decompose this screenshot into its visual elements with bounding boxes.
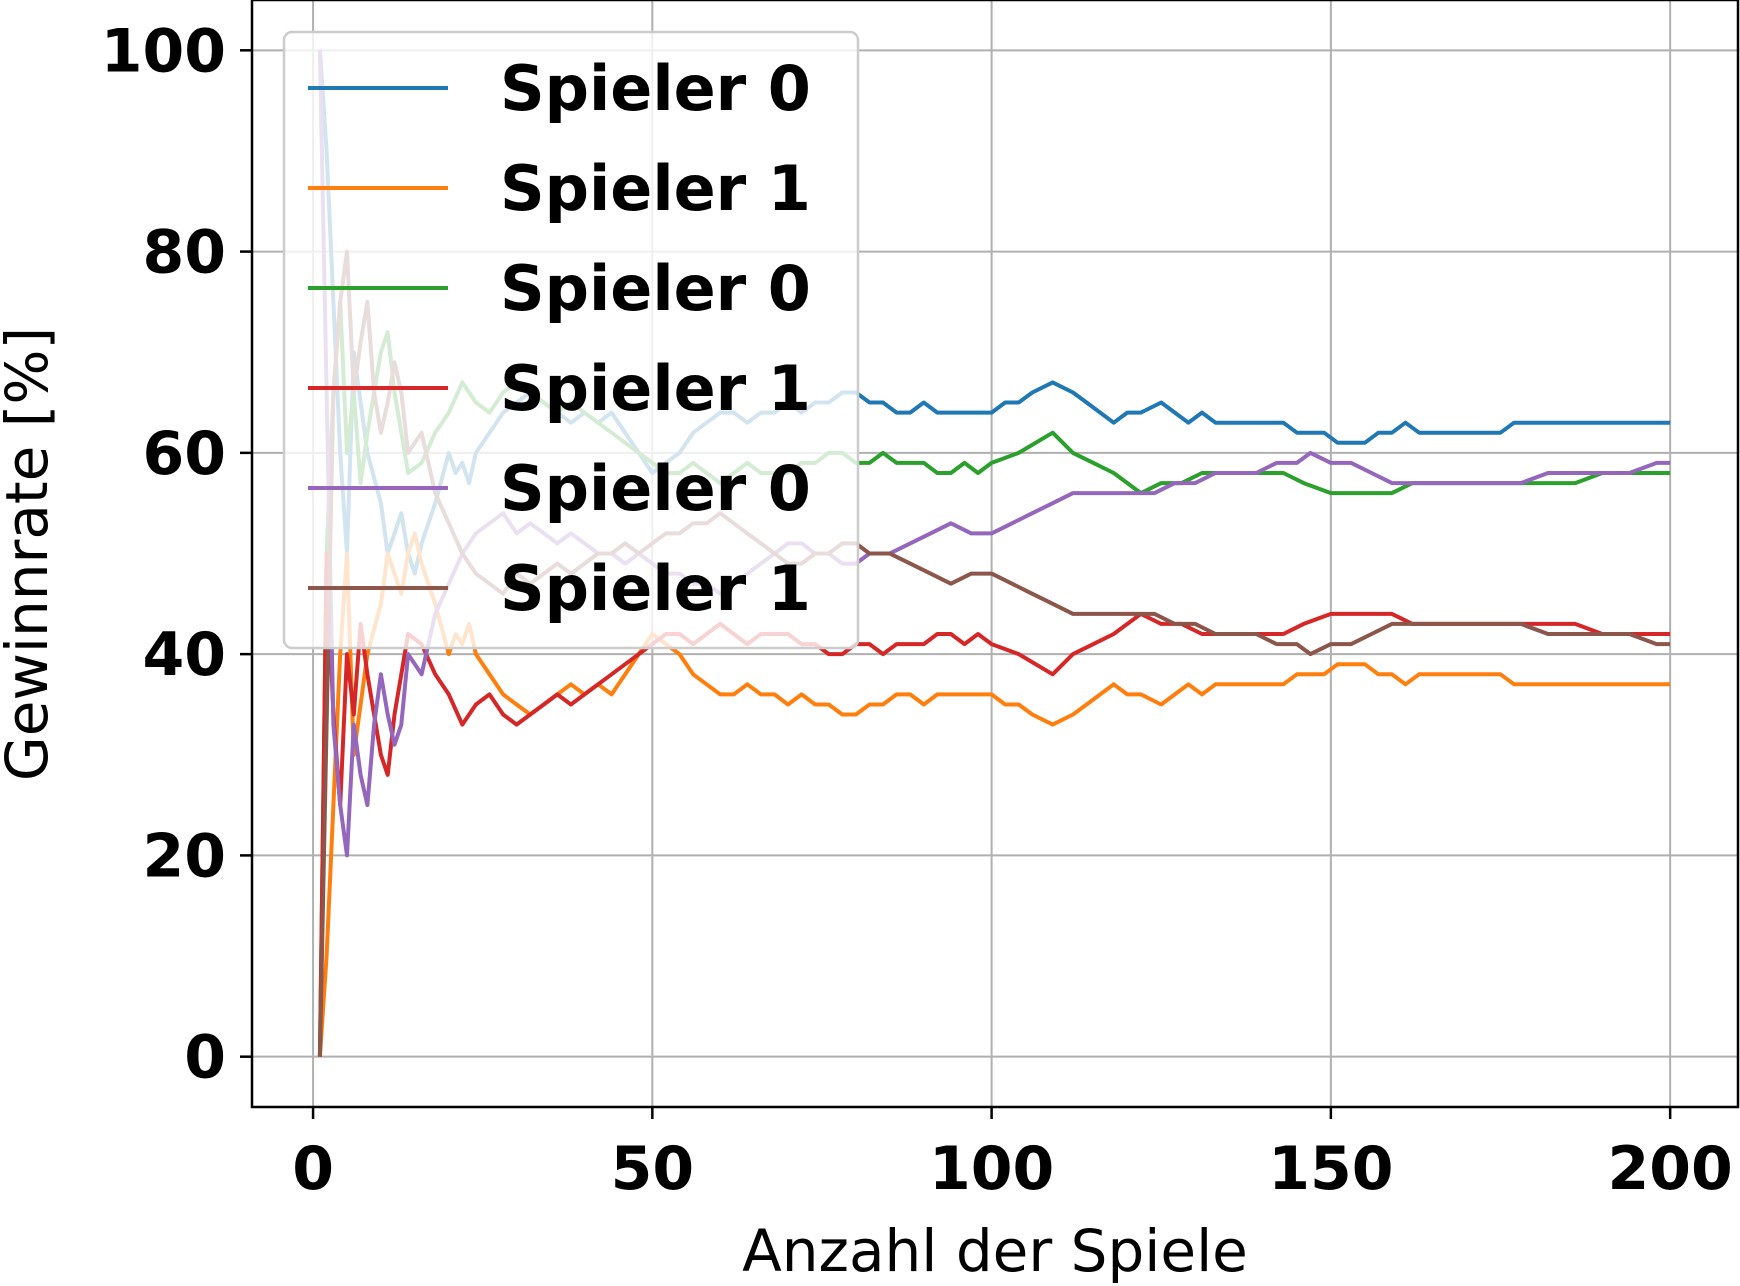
- x-tick-label: 100: [929, 1134, 1054, 1204]
- legend-label: Spieler 1: [500, 152, 811, 225]
- plot-frame: [250, 0, 1740, 1109]
- x-tick-label: 0: [292, 1134, 334, 1204]
- axis-ticks: 0 50 100 150 200 0 20 40 60 80 100: [101, 16, 1733, 1204]
- legend-label: Spieler 0: [500, 52, 811, 125]
- legend-label: Spieler 1: [500, 552, 811, 625]
- y-tick-label: 80: [143, 218, 227, 288]
- x-tick-label: 150: [1268, 1134, 1393, 1204]
- legend-label: Spieler 0: [500, 452, 811, 525]
- y-tick-label: 20: [143, 821, 227, 891]
- x-tick-label: 200: [1608, 1134, 1733, 1204]
- x-tick-label: 50: [611, 1134, 695, 1204]
- y-tick-label: 0: [184, 1023, 226, 1093]
- x-axis-label: Anzahl der Spiele: [742, 1217, 1248, 1285]
- y-tick-label: 100: [101, 16, 226, 86]
- y-axis-label: Gewinnrate [%]: [0, 327, 61, 781]
- legend: Spieler 0 Spieler 1 Spieler 0 Spieler 1 Spie…: [282, 30, 860, 650]
- legend-label: Spieler 1: [500, 352, 811, 425]
- legend-label: Spieler 0: [500, 252, 811, 325]
- y-tick-label: 40: [143, 620, 227, 690]
- y-tick-label: 60: [143, 419, 227, 489]
